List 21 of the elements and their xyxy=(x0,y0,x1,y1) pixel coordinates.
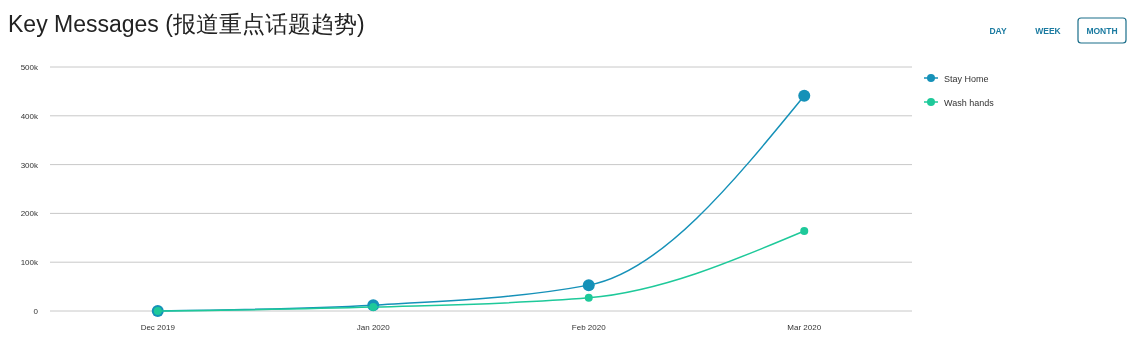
x-tick-label: Dec 2019 xyxy=(140,323,176,332)
x-tick-label: Mar 2020 xyxy=(787,323,822,332)
text: MONTH xyxy=(1086,26,1118,36)
text: WEEK xyxy=(1035,26,1062,36)
y-tick-label: 0 xyxy=(33,307,39,316)
point xyxy=(369,303,378,312)
y-tick-label: 300k xyxy=(20,160,39,170)
x-tick-label: Feb 2020 xyxy=(571,323,607,332)
legend-label: Wash hands xyxy=(944,97,995,108)
text: DAY xyxy=(989,26,1007,36)
point xyxy=(800,226,809,235)
legend-label: Stay Home xyxy=(944,73,989,84)
y-tick-label: 200k xyxy=(20,209,39,219)
point xyxy=(584,293,593,302)
chart-title: Key Messages (报道重点话题趋势) xyxy=(8,11,365,37)
y-tick-label: 400k xyxy=(20,111,39,121)
x-tick-label: Jan 2020 xyxy=(356,323,391,332)
point xyxy=(798,89,811,102)
y-tick-label: 100k xyxy=(20,258,39,268)
y-tick-label: 500k xyxy=(20,63,39,72)
point xyxy=(582,279,595,292)
